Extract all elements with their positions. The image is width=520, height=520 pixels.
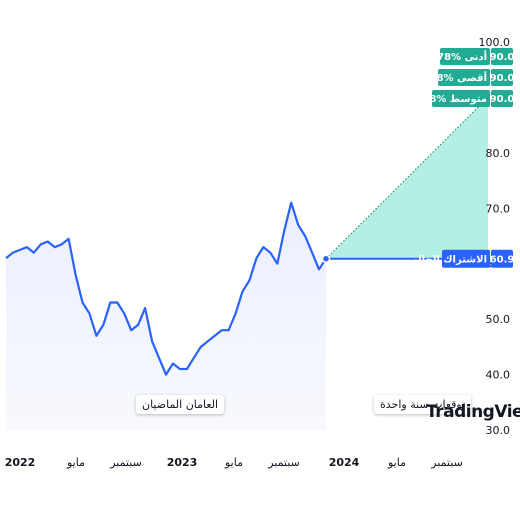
- y-tick-label: 70.0: [486, 202, 511, 215]
- current-price-label: الاشتراك الحالي: [408, 255, 487, 266]
- y-tick-label: 40.0: [486, 369, 511, 382]
- x-tick-label: مايو: [224, 456, 243, 469]
- forecast-tag: +47.78% متوسط 90.0: [396, 90, 514, 107]
- x-tick-label: مايو: [66, 456, 85, 469]
- forecast-tag-label: +47.78% متوسط: [396, 94, 487, 105]
- y-tick-label: 80.0: [486, 147, 511, 160]
- forecast-tag-value: 90.0: [490, 94, 515, 105]
- x-tick-label: سبتمبر: [109, 456, 142, 469]
- forecast-tag: +47.78% أدنى 90.0: [411, 48, 514, 65]
- forecast-tag-label: +47.78% أقصى: [404, 71, 487, 84]
- forecast-period-label: توقعات سنة واحدة: [374, 395, 472, 414]
- price-area: [6, 202, 326, 430]
- forecast-tag-value: 90.0: [490, 52, 515, 63]
- y-tick-label: 50.0: [486, 313, 511, 326]
- forecast-tag: +47.78% أقصى 90.0: [404, 69, 515, 86]
- y-tick-label: 100.0: [479, 36, 511, 49]
- forecast-tag-value: 90.0: [490, 73, 515, 84]
- x-tick-label: سبتمبر: [430, 456, 463, 469]
- x-tick-label: 2024: [329, 456, 360, 469]
- logo-text: TradingView: [426, 402, 520, 422]
- past-period-label: العامان الماضيان: [136, 395, 225, 414]
- price-line: [5, 201, 327, 376]
- x-tick-label: 2022: [5, 456, 36, 469]
- tradingview-logo: TradingView: [426, 402, 520, 422]
- current-price-value: 60.9: [490, 255, 515, 266]
- y-tick-label: 30.0: [486, 424, 511, 437]
- x-tick-label: مايو: [387, 456, 406, 469]
- current-price-point: [321, 254, 331, 263]
- forecast-tag-label: +47.78% أدنى: [411, 50, 487, 63]
- x-tick-label: 2023: [167, 456, 198, 469]
- x-tick-label: سبتمبر: [267, 456, 300, 469]
- current-price-tag: الاشتراك الحالي 60.9: [408, 249, 515, 268]
